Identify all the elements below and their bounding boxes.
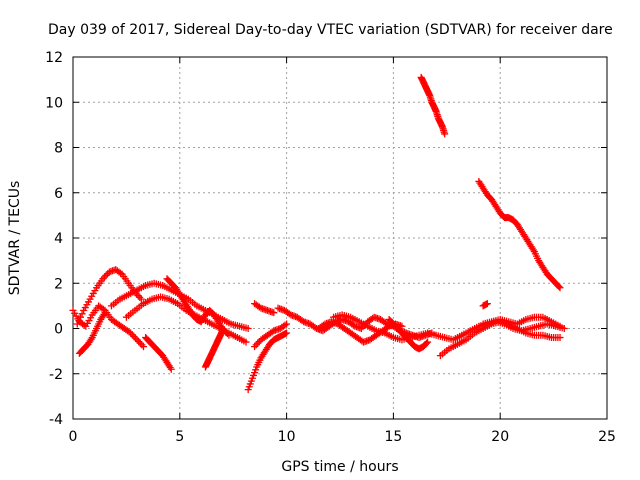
data-points [69,73,568,394]
data-point [424,338,432,346]
data-point [283,320,291,328]
series-arc-10 [251,320,291,351]
series-arc-20 [475,177,564,292]
data-point [251,343,259,351]
data-point [130,332,138,340]
y-tick-label: 4 [54,231,63,247]
data-point [281,321,289,329]
data-point [252,341,260,349]
data-point [441,130,449,138]
data-point [283,329,291,337]
series-arc-9 [244,329,291,394]
y-tick-label: 6 [54,186,63,202]
x-tick-labels: 0 5 10 15 20 25 [69,429,616,445]
y-tick-label: 0 [54,322,63,338]
data-point [101,309,109,317]
data-point [102,271,110,279]
data-point [483,300,491,308]
x-tick-label: 10 [278,429,296,445]
data-point [138,341,146,349]
x-tick-label: 15 [384,429,402,445]
data-point [78,310,86,318]
x-tick-label: 25 [598,429,616,445]
series-arc-6 [142,334,175,373]
series-arc-13 [315,318,406,346]
data-point [556,284,564,292]
data-point [135,338,143,346]
data-point [270,309,278,317]
series-arc-3 [75,309,109,357]
data-point [101,273,109,281]
data-point [423,339,431,347]
data-point [131,334,139,342]
data-point [136,293,144,301]
data-point [244,325,252,332]
y-tick-label: -4 [49,412,63,428]
chart-title: Day 039 of 2017, Sidereal Day-to-day VTE… [48,22,613,38]
series-arc-11 [251,300,278,317]
data-point [167,365,175,373]
data-point [219,327,227,335]
y-tick-label: 10 [45,95,63,111]
data-point [117,269,125,277]
x-tick-label: 20 [491,429,509,445]
data-point [242,338,250,346]
data-point [555,283,563,291]
y-tick-label: 12 [45,50,63,66]
data-point [225,331,233,339]
data-point [556,334,564,342]
y-tick-label: 8 [54,141,63,157]
data-point [73,320,81,328]
y-tick-labels: -4 -2 0 2 4 6 8 10 12 [45,50,63,428]
y-axis-label: SDTVAR / TECUs [7,181,23,296]
data-point [76,313,84,321]
data-point [137,295,145,303]
data-point [556,322,564,330]
series-arc-17 [479,313,564,330]
data-point [398,322,406,330]
series-arc-19 [417,73,449,138]
x-tick-label: 0 [69,429,78,445]
data-point [75,317,83,325]
data-point [139,343,147,351]
data-point [560,325,568,332]
y-tick-label: 2 [54,276,63,292]
series-arc-2 [73,266,145,328]
x-axis-label: GPS time / hours [281,459,398,475]
data-point [254,339,262,347]
data-point [136,339,144,347]
axis-ticks [72,56,608,420]
y-tick-label: -2 [49,367,63,383]
series-arc-8 [201,327,227,371]
data-point [133,336,141,344]
data-point [134,292,142,300]
series-arc-15 [385,315,432,353]
series-arc-18 [479,300,491,310]
x-tick-label: 5 [175,429,184,445]
